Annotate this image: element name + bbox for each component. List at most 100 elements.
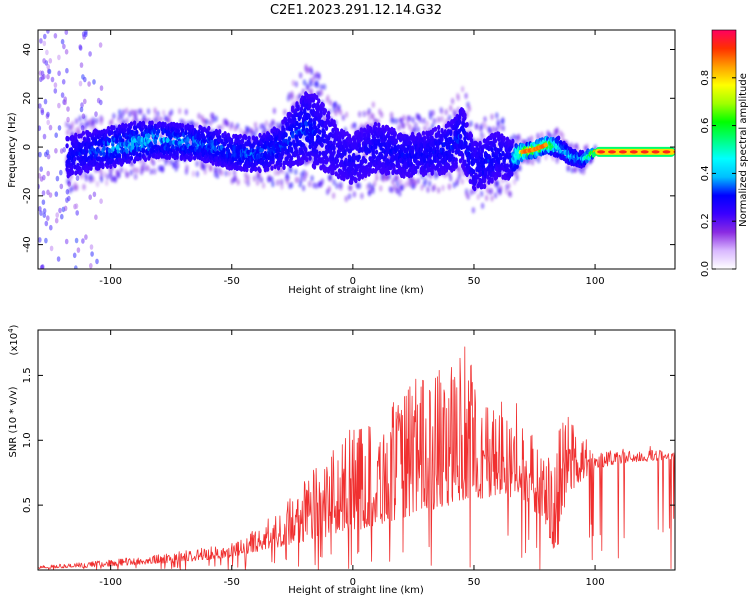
spectrogram-halo-cell [91,120,96,127]
spectrogram-cell [153,139,157,145]
spectrogram-halo-cell [118,109,122,116]
spectrogram-halo-cell [395,180,400,187]
spectrogram-noise-cell [40,109,45,116]
spectrogram-cell [218,129,222,135]
spectrogram-halo-cell [460,178,465,185]
spectrogram-halo-cell [99,176,104,183]
spectrogram-halo-cell [177,107,182,115]
spectrogram-halo-cell [224,170,228,177]
spectrogram-cell [184,130,188,136]
spectrogram-cell [377,138,381,144]
spectrogram-halo-cell [152,168,157,175]
spectrogram-cell [333,123,337,129]
spectrogram-noise-cell [40,75,45,81]
spectrogram-cell [516,159,520,166]
spectrogram-halo-cell [501,125,506,132]
spectrogram-halo-cell [527,158,531,165]
spectrogram-halo-cell [185,164,189,171]
spectrogram-noise-cell [79,62,84,68]
spectrogram-cell [129,155,134,161]
spectrogram-cell [332,145,336,151]
spectrogram-halo-cell [133,173,138,180]
spectrogram-cell [393,131,397,137]
spectrogram-noise-cell [48,58,53,64]
spectrogram-noise-cell [40,264,45,269]
spectrogram-halo-cell [405,119,410,127]
spectrogram-halo-cell [469,189,474,196]
spectrogram-cell [156,128,161,134]
spectrogram-cell [465,122,469,128]
spectrogram-cell [482,183,487,189]
spectrogram-cell [180,123,185,129]
spectrogram-cell [483,169,488,175]
spectrogram-halo-cell [560,132,565,139]
spectrogram-halo-cell [295,94,299,102]
spectrogram-cell [321,102,325,108]
spectrogram-noise-cell [59,148,64,154]
spectrogram-cell [367,132,371,138]
spectrogram-noise-cell [78,45,83,51]
spectrogram-halo-cell [512,178,517,186]
spectrogram-halo-cell [252,175,257,182]
spectrogram-halo-cell [126,171,130,179]
spectrogram-halo-cell [328,99,333,106]
spectrogram-halo-cell [310,88,314,95]
spectrogram-halo-cell [420,184,424,191]
spectrogram-halo-cell [294,168,298,176]
spectrogram-cell [394,139,398,145]
spectrogram-cell [101,162,105,168]
spectrogram-noise-cell [55,212,59,218]
spectrogram-halo-cell [291,79,296,87]
spectrogram-cell [291,133,295,139]
spectrogram-cell [299,110,304,116]
spectrogram-cell [372,154,377,160]
spectrogram-halo-cell [255,179,260,186]
spectrogram-cell [435,144,440,150]
spectrogram-halo-cell [402,114,406,122]
spectrogram-cell [511,138,515,144]
spectrogram-halo-cell [164,159,168,166]
spectrogram-noise-cell [39,264,44,269]
spectrogram-cell [171,144,175,150]
spectrogram-halo-cell [191,170,196,177]
spectrogram-halo-cell [499,185,503,192]
spectrogram-halo-cell [381,176,386,183]
spectrogram-noise-cell [46,68,51,74]
spectrogram-noise-cell [84,30,88,35]
spectrogram-halo-cell [221,123,225,130]
spectrogram-cell [437,129,441,136]
spectrogram-noise-cell [38,151,42,158]
spectrogram-cell [474,178,478,184]
spectrogram-cell [323,108,328,114]
spectrogram-halo-cell [99,168,103,175]
spectrogram-noise-cell [46,73,50,80]
spectrogram-noise-cell [39,210,43,216]
spectrogram-halo-cell [272,107,277,115]
spectrogram-cell [66,136,70,142]
spectrogram-cell [109,163,113,169]
spectrogram-cell [416,163,420,169]
spectrogram-halo-cell [125,117,129,125]
spectrogram-noise-cell [83,98,87,105]
spectrogram-cell [289,155,294,161]
spectrogram-halo-cell [161,109,166,117]
spectrogram-halo-cell [133,114,137,121]
spectrogram-noise-cell [89,244,94,250]
spectrogram-cell [499,155,503,161]
spectrogram-halo-cell [425,120,430,127]
spectrogram-cell [265,166,270,172]
spectrogram-noise-cell [60,38,65,45]
spectrogram-noise-cell [41,190,46,196]
spectrogram-noise-cell [61,206,66,213]
spectrogram-cell [461,155,465,161]
spectrogram-halo-cell [379,185,383,192]
spectrogram-cell [556,135,561,141]
spectrogram-noise-cell [55,175,60,182]
spectrogram-halo-cell [110,118,114,125]
spectrogram-halo-cell [151,159,156,167]
spectrogram-cell [469,133,474,139]
spectrogram-halo-cell [153,107,157,114]
spectrogram-noise-cell [92,191,97,198]
spectrogram-halo-cell [65,121,69,128]
spectrogram-halo-cell [530,159,535,166]
